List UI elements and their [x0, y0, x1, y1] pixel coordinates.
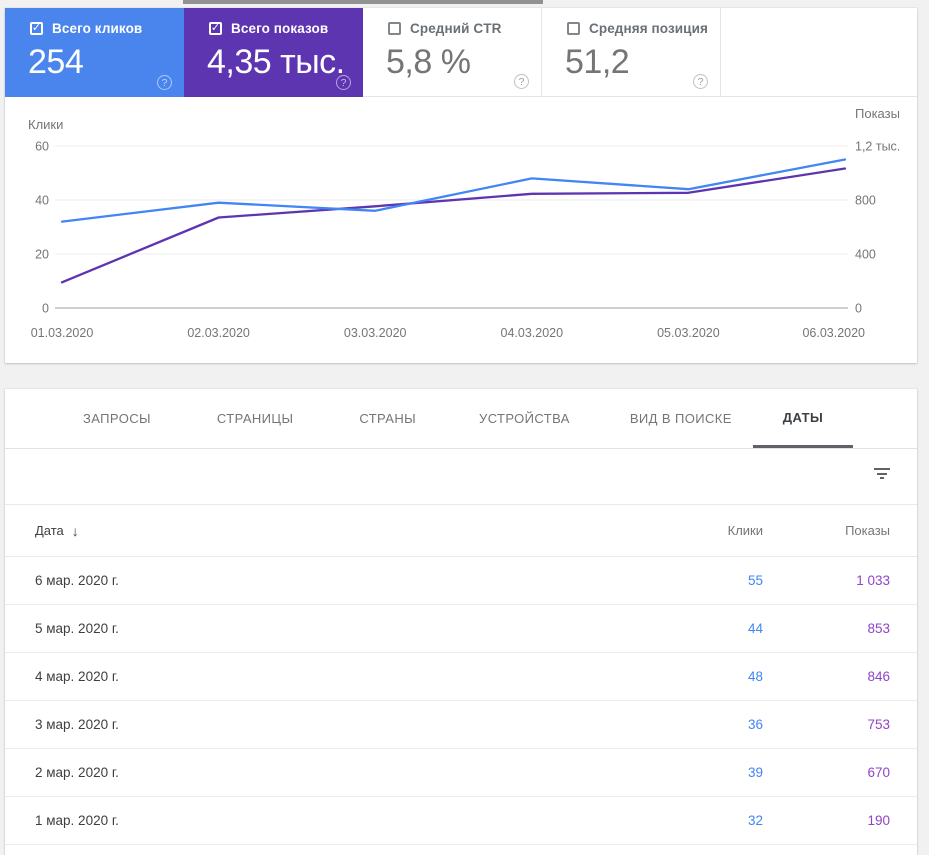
help-icon[interactable]: ?: [336, 75, 351, 90]
row-date: 5 мар. 2020 г.: [35, 621, 119, 636]
table-row[interactable]: 1 мар. 2020 г. 32 190: [5, 797, 917, 845]
right-axis-tick: 800: [855, 194, 876, 208]
help-icon[interactable]: ?: [157, 75, 172, 90]
right-axis-title: Показы: [855, 106, 900, 121]
checkbox-checked-icon[interactable]: ✓: [209, 22, 222, 35]
help-icon[interactable]: ?: [693, 74, 708, 89]
average-ctr-label: Средний CTR: [410, 21, 502, 36]
row-clicks: 39: [747, 765, 763, 780]
right-axis-tick: 0: [855, 302, 862, 316]
checkbox-checked-icon[interactable]: ✓: [30, 22, 43, 35]
x-axis-tick: 03.03.2020: [344, 326, 407, 340]
x-axis-tick: 05.03.2020: [657, 326, 720, 340]
left-axis-tick: 40: [35, 194, 49, 208]
row-date: 3 мар. 2020 г.: [35, 717, 119, 732]
row-impressions: 846: [867, 669, 890, 684]
x-axis-tick: 02.03.2020: [187, 326, 250, 340]
horizontal-scrollbar-thumb[interactable]: [183, 0, 543, 4]
row-date: 6 мар. 2020 г.: [35, 573, 119, 588]
cards-filler: [721, 8, 917, 97]
tab-devices[interactable]: УСТРОЙСТВА: [479, 411, 570, 426]
filter-list-icon[interactable]: [873, 468, 891, 482]
left-axis-title: Клики: [28, 117, 63, 132]
row-impressions: 853: [867, 621, 890, 636]
table-row[interactable]: 6 мар. 2020 г. 55 1 033: [5, 557, 917, 605]
tab-search-appearance[interactable]: ВИД В ПОИСКЕ: [629, 411, 732, 426]
right-axis-tick: 400: [855, 248, 876, 262]
total-impressions-value: 4,35 тыс.: [207, 43, 345, 81]
row-date: 1 мар. 2020 г.: [35, 813, 119, 828]
average-ctr-card[interactable]: Средний CTR 5,8 % ?: [363, 8, 542, 97]
total-clicks-card[interactable]: ✓ Всего кликов 254 ?: [5, 8, 184, 97]
column-header-clicks[interactable]: Клики: [727, 523, 763, 538]
table-row[interactable]: 2 мар. 2020 г. 39 670: [5, 749, 917, 797]
average-position-label: Средняя позиция: [589, 21, 708, 36]
performance-panel: ✓ Всего кликов 254 ? ✓ Всего показов 4,3…: [5, 8, 917, 363]
table-row[interactable]: 5 мар. 2020 г. 44 853: [5, 605, 917, 653]
x-axis-tick: 01.03.2020: [31, 326, 94, 340]
row-clicks: 55: [747, 573, 763, 588]
row-impressions: 1 033: [856, 573, 890, 588]
row-impressions: 753: [867, 717, 890, 732]
table-row[interactable]: 3 мар. 2020 г. 36 753: [5, 701, 917, 749]
tab-dates[interactable]: ДАТЫ: [752, 389, 854, 448]
row-date: 4 мар. 2020 г.: [35, 669, 119, 684]
average-position-card[interactable]: Средняя позиция 51,2 ?: [542, 8, 721, 97]
total-impressions-card[interactable]: ✓ Всего показов 4,35 тыс. ?: [184, 8, 363, 97]
left-axis-tick: 0: [42, 302, 49, 316]
checkbox-unchecked-icon[interactable]: [567, 22, 580, 35]
column-header-impressions[interactable]: Показы: [845, 523, 890, 538]
x-axis-tick: 04.03.2020: [501, 326, 564, 340]
left-axis-tick: 60: [35, 140, 49, 154]
total-clicks-value: 254: [28, 43, 84, 81]
help-icon[interactable]: ?: [514, 74, 529, 89]
clicks-impressions-chart[interactable]: 60 40 20 0 1,2 тыс. 800 400 0 Клики Показы 01.03.2…: [5, 97, 917, 363]
row-clicks: 36: [747, 717, 763, 732]
left-axis-tick: 20: [35, 248, 49, 262]
row-date: 2 мар. 2020 г.: [35, 765, 119, 780]
checkbox-unchecked-icon[interactable]: [388, 22, 401, 35]
row-impressions: 670: [867, 765, 890, 780]
dimensions-panel: ЗАПРОСЫ СТРАНИЦЫ СТРАНЫ УСТРОЙСТВА ВИД В…: [5, 389, 917, 855]
average-position-value: 51,2: [565, 43, 630, 81]
total-impressions-label: Всего показов: [231, 21, 329, 36]
total-clicks-label: Всего кликов: [52, 21, 143, 36]
metric-cards: ✓ Всего кликов 254 ? ✓ Всего показов 4,3…: [5, 8, 917, 97]
sort-desc-icon[interactable]: ↓: [71, 522, 79, 539]
impressions-line-series[interactable]: [60, 167, 847, 284]
table-header-row: Дата ↓ Клики Показы: [5, 505, 917, 557]
average-ctr-value: 5,8 %: [386, 43, 471, 81]
row-clicks: 32: [747, 813, 763, 828]
table-row[interactable]: 4 мар. 2020 г. 48 846: [5, 653, 917, 701]
right-axis-tick: 1,2 тыс.: [855, 140, 900, 154]
x-axis-tick: 06.03.2020: [802, 326, 865, 340]
tab-pages[interactable]: СТРАНИЦЫ: [216, 411, 294, 426]
line-chart-svg[interactable]: 60 40 20 0 1,2 тыс. 800 400 0 Клики Показы 01.03.2…: [5, 97, 917, 363]
tab-queries[interactable]: ЗАПРОСЫ: [83, 411, 151, 426]
tab-countries[interactable]: СТРАНЫ: [359, 411, 417, 426]
clicks-line-series[interactable]: [60, 158, 847, 223]
row-impressions: 190: [867, 813, 890, 828]
row-clicks: 44: [747, 621, 763, 636]
column-header-date[interactable]: Дата: [35, 523, 64, 538]
dimension-tabs: ЗАПРОСЫ СТРАНИЦЫ СТРАНЫ УСТРОЙСТВА ВИД В…: [5, 389, 917, 449]
table-toolbar: [5, 449, 917, 505]
row-clicks: 48: [747, 669, 763, 684]
